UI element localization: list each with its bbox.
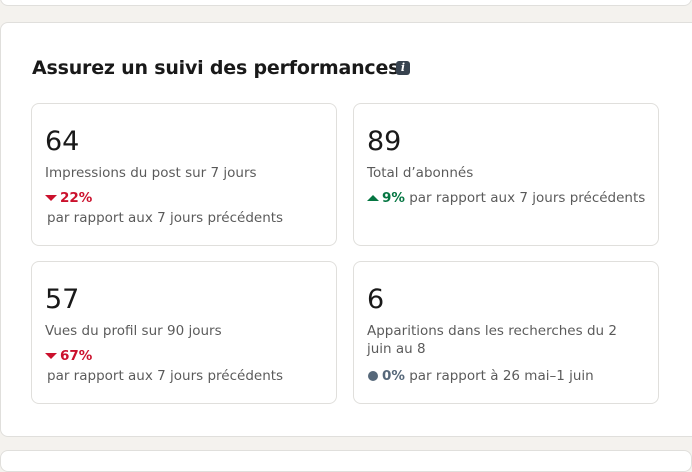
change-percent: 67% bbox=[60, 348, 93, 364]
metric-change: 67% par rapport aux 7 jours précédents bbox=[45, 346, 328, 386]
metric-value: 57 bbox=[45, 284, 80, 315]
comparison-text: par rapport aux 7 jours précédents bbox=[47, 368, 284, 384]
previous-card bbox=[0, 0, 692, 6]
metric-value: 64 bbox=[45, 126, 80, 157]
change-percent: 9% bbox=[382, 190, 405, 206]
comparison-text: par rapport aux 7 jours précédents bbox=[409, 190, 646, 206]
metric-change: 22% par rapport aux 7 jours précédents bbox=[45, 188, 328, 228]
metric-card[interactable]: 6 Apparitions dans les recherches du 2 ju… bbox=[353, 261, 659, 404]
performance-card: Assurez un suivi des performances i 64 Im… bbox=[0, 22, 692, 437]
comparison-text: par rapport aux 7 jours précédents bbox=[47, 210, 284, 226]
metric-label: Total d’abonnés bbox=[367, 165, 474, 181]
trend-icon bbox=[367, 195, 379, 201]
metric-card[interactable]: 57 Vues du profil sur 90 jours 67% par rap… bbox=[31, 261, 337, 404]
metric-label: Impressions du post sur 7 jours bbox=[45, 165, 257, 181]
metric-card[interactable]: 89 Total d’abonnés 9% par rapport aux 7 jo… bbox=[353, 103, 659, 246]
section-title: Assurez un suivi des performances bbox=[32, 57, 400, 79]
next-card bbox=[0, 450, 692, 472]
trend-icon bbox=[368, 371, 378, 381]
metric-change: 9% par rapport aux 7 jours précédents bbox=[367, 188, 650, 208]
metric-label: Apparitions dans les recherches du 2 jui… bbox=[367, 323, 617, 357]
change-percent: 0% bbox=[382, 368, 405, 384]
trend-icon bbox=[45, 195, 57, 201]
comparison-text: par rapport à 26 mai–1 juin bbox=[409, 368, 594, 384]
metric-value: 6 bbox=[367, 284, 385, 315]
metric-change: 0% par rapport à 26 mai–1 juin bbox=[367, 366, 650, 386]
trend-icon bbox=[45, 353, 57, 359]
metric-value: 89 bbox=[367, 126, 402, 157]
info-icon[interactable]: i bbox=[396, 61, 410, 75]
metric-label: Vues du profil sur 90 jours bbox=[45, 323, 222, 339]
change-percent: 22% bbox=[60, 190, 93, 206]
metric-card[interactable]: 64 Impressions du post sur 7 jours 22% par… bbox=[31, 103, 337, 246]
